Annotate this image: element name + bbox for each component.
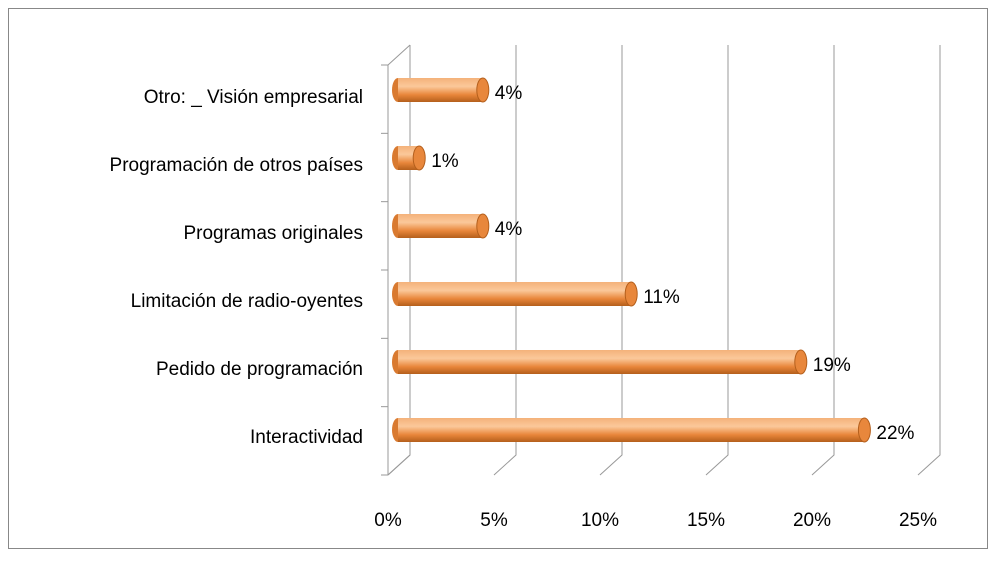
x-tick-label: 25% [899, 510, 937, 531]
data-label: 22% [876, 423, 914, 444]
data-label: 11% [643, 287, 680, 308]
grid-line [599, 45, 623, 476]
data-label: 19% [813, 355, 851, 376]
x-tick-label: 10% [581, 510, 619, 531]
y-tick-label: Otro: _ Visión empresarial [144, 87, 363, 108]
grid-line [811, 45, 835, 476]
bar [392, 145, 426, 171]
bar [392, 417, 871, 443]
grid-line [493, 45, 517, 476]
y-tick-label: Pedido de programación [156, 359, 363, 380]
bar [392, 77, 490, 103]
bar [392, 213, 490, 239]
y-tick-label: Programación de otros países [110, 155, 363, 176]
data-label: 1% [431, 151, 459, 172]
x-tick-label: 20% [793, 510, 831, 531]
x-tick-label: 5% [480, 510, 508, 531]
y-tick-label: Interactividad [250, 427, 363, 448]
x-tick-label: 0% [374, 510, 402, 531]
y-tick-label: Limitación de radio-oyentes [131, 291, 363, 312]
data-label: 4% [495, 219, 523, 240]
axis-line [387, 44, 411, 66]
y-tick-label: Programas originales [183, 223, 363, 244]
bar [392, 349, 808, 375]
axis-line [387, 45, 411, 476]
data-label: 4% [495, 83, 523, 104]
x-tick-label: 15% [687, 510, 725, 531]
chart-border [8, 8, 988, 549]
bar [392, 281, 638, 307]
grid-line [917, 45, 941, 476]
grid-line [705, 45, 729, 476]
